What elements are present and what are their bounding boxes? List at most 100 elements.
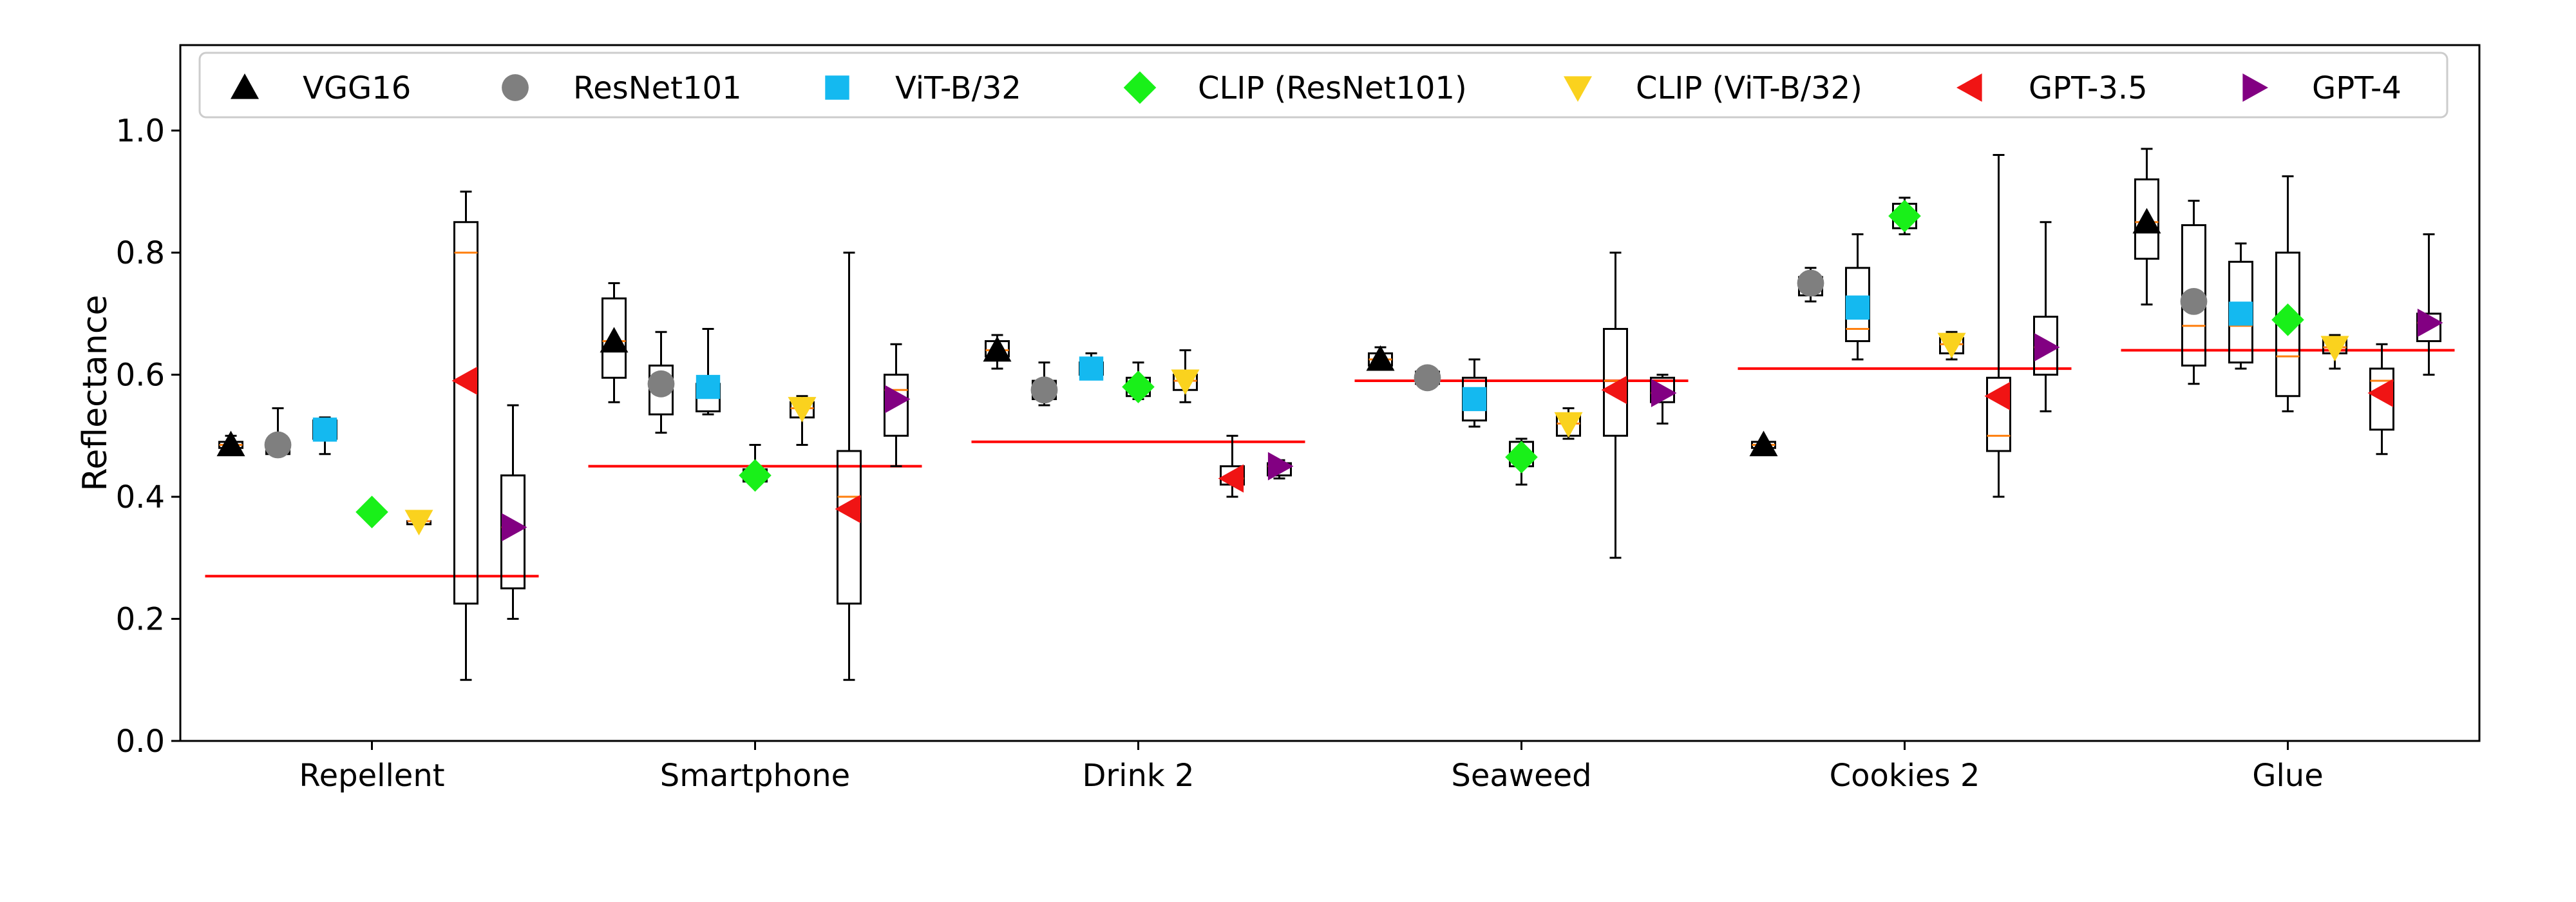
data-point <box>1651 379 1677 407</box>
plot-frame <box>179 44 2481 742</box>
data-point <box>2271 303 2304 336</box>
legend-item: VGG16 <box>231 70 411 106</box>
y-tick-label: 0.6 <box>116 358 165 394</box>
data-point <box>884 385 911 414</box>
data-point <box>1267 452 1294 481</box>
legend: VGG16 ResNet101 ViT-B/32 CLIP (ResNet101) CL… <box>198 52 2448 119</box>
data-point <box>1366 345 1395 371</box>
legend-marker <box>2242 73 2268 102</box>
data-point <box>739 459 772 492</box>
data-point <box>2180 287 2208 315</box>
data-point <box>2132 207 2161 234</box>
data-point <box>1749 430 1778 457</box>
legend-label: GPT-3.5 <box>2029 70 2148 106</box>
data-point <box>1079 356 1104 381</box>
x-tick-label: Smartphone <box>660 758 850 794</box>
legend-label: GPT-4 <box>2312 70 2401 106</box>
legend-item: GPT-4 <box>2242 70 2401 106</box>
legend-label: ViT-B/32 <box>895 70 1021 106</box>
legend-item: ResNet101 <box>502 70 742 106</box>
y-tick-label: 0.2 <box>116 602 165 638</box>
box <box>2369 367 2394 431</box>
legend-marker <box>825 75 849 100</box>
data-point <box>2320 336 2349 361</box>
data-point <box>501 513 527 542</box>
boxplot <box>1986 154 2011 498</box>
y-tick-label: 0.0 <box>116 724 165 760</box>
box <box>453 221 478 605</box>
data-point <box>1601 376 1627 405</box>
legend-item: ViT-B/32 <box>825 70 1021 106</box>
data-point <box>1171 369 1200 396</box>
box <box>1650 376 1675 403</box>
data-point <box>1030 376 1058 404</box>
boxplot <box>1220 434 1245 498</box>
legend-label: CLIP (ResNet101) <box>1198 70 1467 106</box>
boxplot <box>696 328 721 416</box>
x-tick-label: Cookies 2 <box>1830 758 1980 794</box>
y-axis-label: Reflectance <box>76 295 115 492</box>
box <box>2033 316 2058 376</box>
box <box>601 297 627 379</box>
x-axis: Repellent Smartphone Drink 2 Seaweed Cookies… <box>299 741 2324 794</box>
legend-label: ResNet101 <box>573 70 742 106</box>
x-tick-label: Seaweed <box>1451 758 1591 794</box>
boxplot <box>2033 221 2058 412</box>
data-point <box>404 510 433 535</box>
baselines <box>205 349 2455 578</box>
data-point <box>1554 412 1583 438</box>
data-point <box>2228 302 2253 326</box>
boxplot <box>453 190 478 681</box>
data-point <box>1462 387 1487 412</box>
data-point <box>2367 379 2394 407</box>
data-point <box>696 374 721 399</box>
data-point <box>835 495 861 523</box>
data-point <box>1888 199 1921 233</box>
box <box>837 450 862 605</box>
legend-marker <box>1123 71 1157 104</box>
boxplots <box>218 148 2441 681</box>
boxplot <box>2369 343 2394 456</box>
y-tick-label: 0.8 <box>116 235 165 271</box>
legend-label: VGG16 <box>303 70 411 106</box>
x-tick-label: Repellent <box>299 758 444 794</box>
y-tick-label: 0.4 <box>116 479 165 515</box>
data-point <box>1122 370 1155 403</box>
data-point <box>2417 309 2443 338</box>
box <box>2416 312 2441 342</box>
legend-item: GPT-3.5 <box>1956 70 2148 106</box>
box <box>2134 178 2159 260</box>
data-point <box>216 430 245 457</box>
boxplot <box>837 251 862 681</box>
data-point <box>1505 441 1538 474</box>
legend-box <box>198 52 2448 119</box>
boxplot <box>2416 233 2441 376</box>
data-point <box>451 367 478 396</box>
data-point <box>1984 381 2011 410</box>
data-point <box>264 431 292 459</box>
box <box>1603 328 1628 437</box>
box <box>500 474 526 590</box>
markers <box>216 199 2443 542</box>
data-point <box>647 370 675 398</box>
data-point <box>1937 332 1966 359</box>
data-point <box>1218 464 1244 493</box>
legend-marker <box>231 73 259 99</box>
data-point <box>1845 295 1870 320</box>
legend-label: CLIP (ViT-B/32) <box>1636 70 1862 106</box>
data-point <box>983 336 1012 362</box>
legend-marker <box>1956 73 1982 102</box>
box <box>884 374 909 437</box>
y-axis: 0.0 0.2 0.4 0.6 0.8 1.0 <box>116 113 180 760</box>
boxplot <box>1650 374 1675 425</box>
y-tick-label: 1.0 <box>116 113 165 149</box>
legend-item: CLIP (ResNet101) <box>1123 70 1467 106</box>
data-point <box>600 327 629 353</box>
data-point <box>355 495 388 529</box>
data-point <box>788 397 817 423</box>
boxplot <box>1603 251 1628 559</box>
data-point <box>2034 332 2060 361</box>
boxplot <box>2275 175 2300 412</box>
x-tick-label: Drink 2 <box>1082 758 1194 794</box>
